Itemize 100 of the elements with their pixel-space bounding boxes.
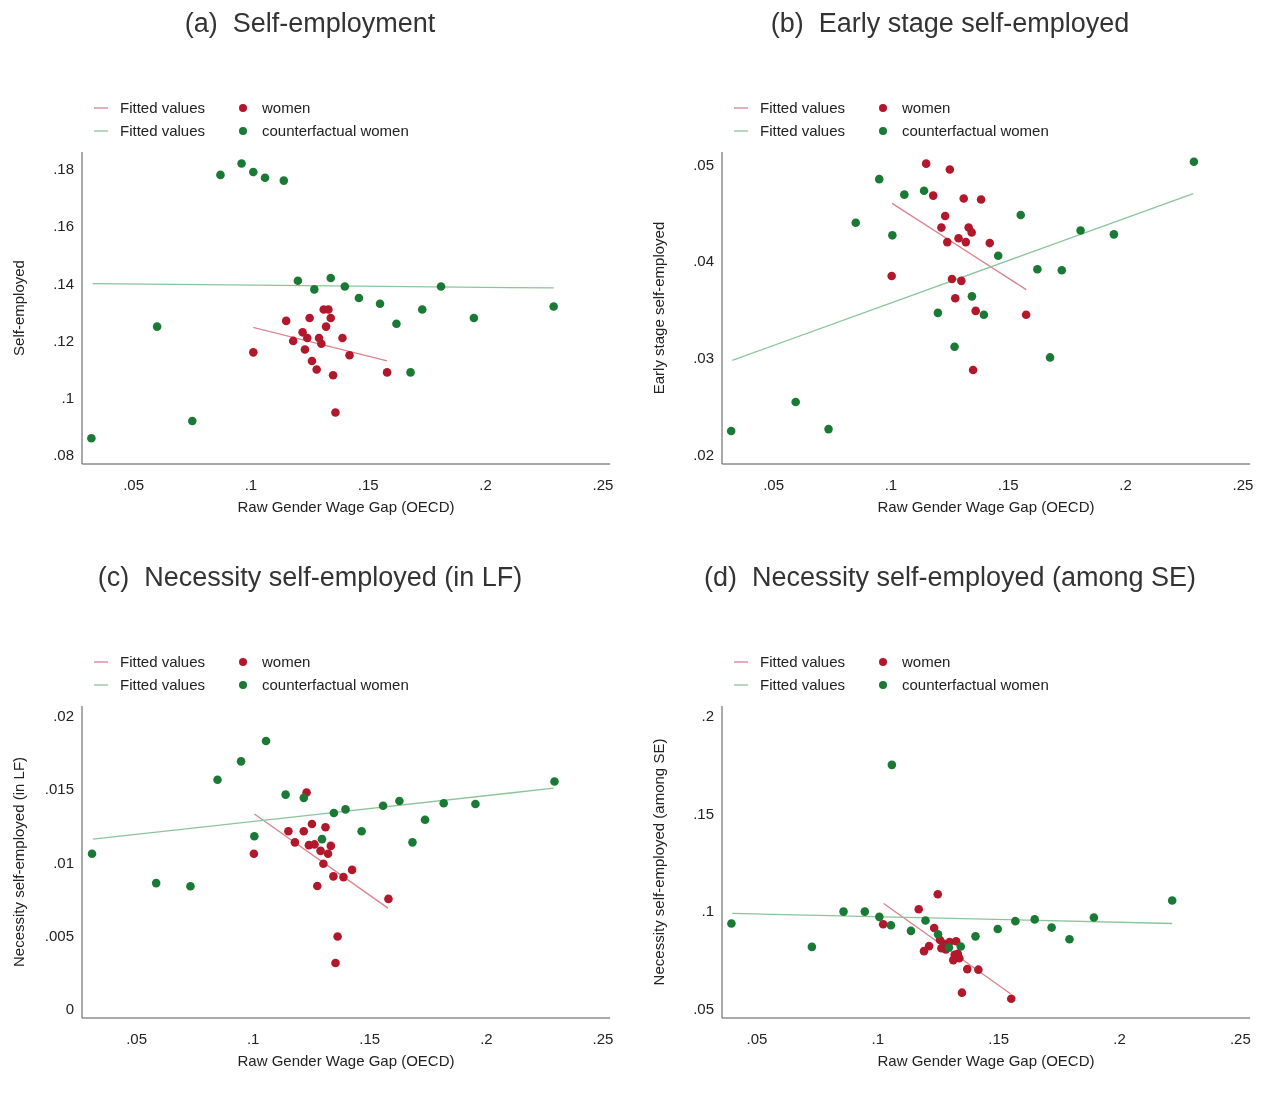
legend-label: Fitted values: [760, 99, 846, 116]
x-tick-label: .2: [480, 1030, 493, 1047]
chart-title: (d) Necessity self-employed (among SE): [703, 562, 1197, 592]
point: [290, 838, 300, 847]
point: [900, 190, 909, 199]
point: [878, 919, 888, 929]
point: [1089, 913, 1099, 922]
point: [947, 274, 957, 284]
point: [439, 798, 449, 808]
point: [824, 424, 833, 434]
point: [791, 397, 800, 407]
y-tick-label: .005: [44, 926, 74, 944]
y-tick-label: .02: [53, 707, 74, 725]
point: [921, 916, 930, 925]
point: [914, 904, 923, 914]
point: [956, 942, 966, 951]
point: [928, 191, 938, 200]
point: [851, 218, 861, 228]
point: [1030, 915, 1039, 924]
x-axis-title: Raw Gender Wage Gap (OECD): [877, 498, 1095, 515]
point: [302, 333, 312, 343]
point: [281, 316, 291, 326]
point: [1006, 994, 1016, 1003]
legend-label: women: [901, 99, 951, 116]
point: [875, 912, 884, 922]
point: [924, 941, 934, 951]
point: [328, 370, 338, 380]
legend-label: Fitted values: [760, 122, 846, 139]
point: [249, 348, 258, 357]
legend-label: Fitted values: [760, 653, 846, 670]
point: [985, 238, 995, 248]
point: [313, 881, 322, 891]
x-tick-label: .15: [359, 1030, 381, 1047]
point: [961, 237, 971, 247]
point: [152, 322, 162, 331]
x-tick-label: .05: [123, 476, 145, 493]
y-tick-label: .01: [53, 853, 74, 871]
y-tick-label: .08: [53, 446, 74, 464]
point: [339, 872, 348, 882]
point: [310, 840, 319, 849]
x-axis-title: Raw Gender Wage Gap (OECD): [237, 1052, 455, 1069]
point: [237, 159, 246, 168]
x-tick-label: .2: [1119, 476, 1132, 493]
x-tick-label: .15: [357, 476, 379, 493]
point: [1076, 226, 1085, 235]
legend-label: counterfactual women: [902, 676, 1049, 693]
y-tick-label: .1: [61, 389, 74, 407]
point: [293, 276, 303, 286]
point: [906, 926, 916, 936]
point: [921, 159, 931, 168]
point: [919, 946, 929, 956]
point: [329, 808, 339, 818]
point: [317, 834, 327, 844]
y-tick-label: 0: [65, 1000, 74, 1018]
legend-label: Fitted values: [120, 676, 206, 693]
legend-label: Fitted values: [120, 99, 206, 116]
point: [993, 924, 1003, 934]
point: [87, 433, 96, 443]
point: [968, 365, 978, 375]
y-axis-title: Necessity self-employed (in LF): [10, 756, 27, 968]
point: [378, 801, 388, 811]
x-tick-label: .25: [592, 1030, 614, 1047]
y-tick-label: .2: [701, 707, 714, 725]
x-tick-label: .05: [746, 1030, 768, 1047]
x-tick-label: .15: [997, 476, 1019, 493]
y-tick-label: .14: [53, 274, 74, 292]
x-tick-label: .25: [1232, 476, 1254, 493]
y-tick-label: .05: [693, 999, 714, 1017]
point: [469, 313, 479, 323]
legend-label: counterfactual women: [262, 676, 409, 693]
point: [1047, 923, 1056, 932]
legend-label: Fitted values: [120, 653, 206, 670]
point: [340, 282, 350, 291]
x-tick-label: .05: [763, 476, 785, 493]
point: [1057, 265, 1067, 275]
legend-label: Fitted values: [120, 122, 206, 139]
point: [979, 310, 989, 320]
legend-label: counterfactual women: [902, 122, 1049, 139]
point: [310, 285, 319, 294]
point: [321, 822, 330, 832]
point: [967, 292, 977, 301]
y-tick-label: .03: [693, 349, 714, 367]
point: [347, 865, 357, 875]
point: [375, 299, 385, 308]
point: [976, 195, 986, 204]
point: [331, 408, 340, 417]
point: [288, 336, 298, 346]
point: [329, 872, 338, 881]
point: [249, 167, 258, 177]
point: [408, 838, 417, 847]
x-tick-label: .1: [246, 1030, 260, 1047]
point: [1189, 157, 1199, 166]
point: [236, 757, 246, 766]
point: [395, 796, 404, 806]
y-tick-label: .05: [693, 155, 714, 173]
x-axis-title: Raw Gender Wage Gap (OECD): [877, 1052, 1095, 1069]
point: [945, 165, 955, 174]
x-tick-label: .25: [1229, 1030, 1251, 1047]
y-tick-label: .1: [701, 902, 714, 920]
y-tick-label: .02: [693, 446, 714, 464]
